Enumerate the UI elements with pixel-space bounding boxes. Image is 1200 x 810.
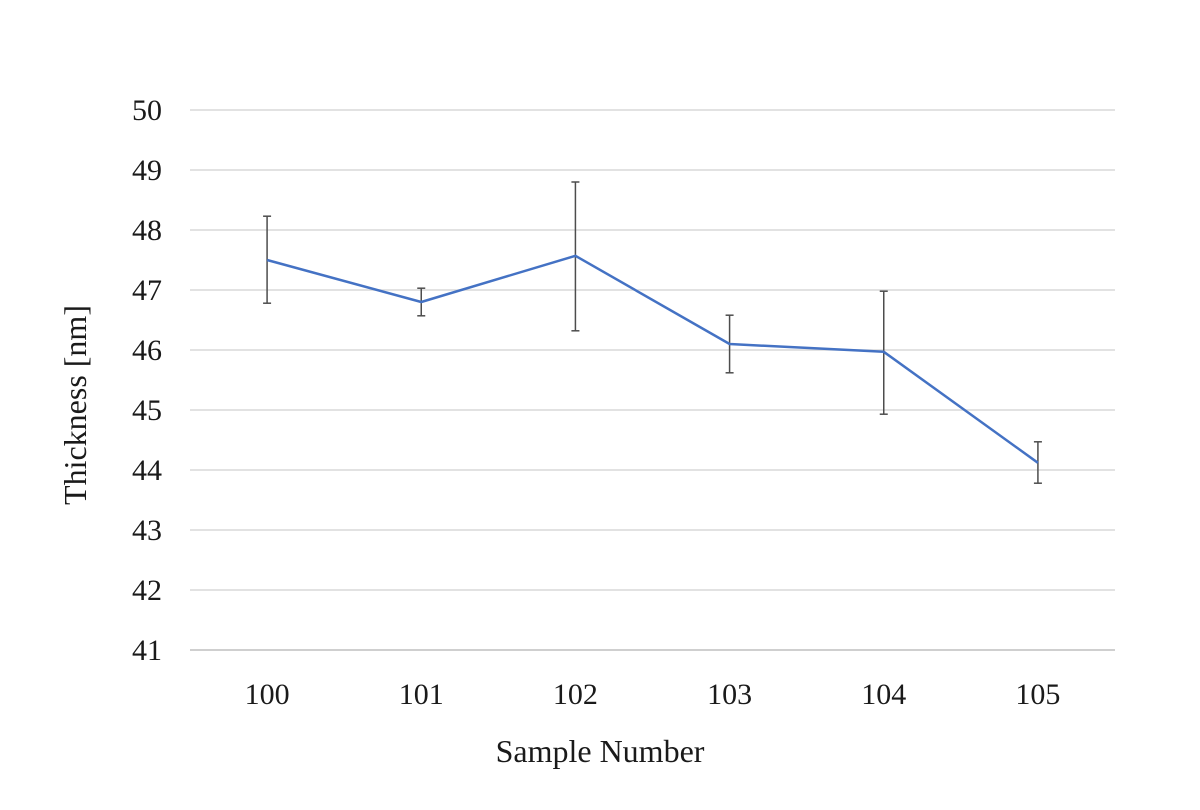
y-tick-label: 48 xyxy=(132,214,162,247)
y-tick-label: 47 xyxy=(132,274,162,307)
error-bars xyxy=(263,181,1042,484)
gridlines xyxy=(190,109,1115,591)
x-tick-label: 105 xyxy=(1015,678,1060,711)
y-tick-label: 50 xyxy=(132,94,162,127)
y-tick-label: 41 xyxy=(132,634,162,667)
y-axis-title: Thickness [nm] xyxy=(57,305,93,505)
y-tick-label: 44 xyxy=(132,454,162,487)
y-tick-label: 45 xyxy=(132,394,162,427)
x-axis-tick-labels: 100 101 102 103 104 105 xyxy=(245,678,1061,711)
y-axis-tick-labels: 41 42 43 44 45 46 47 48 49 50 xyxy=(132,94,162,667)
y-tick-label: 43 xyxy=(132,514,162,547)
x-tick-label: 100 xyxy=(245,678,290,711)
series-line xyxy=(266,254,1039,464)
y-tick-label: 42 xyxy=(132,574,162,607)
error-bar xyxy=(263,215,272,304)
y-tick-label: 49 xyxy=(132,154,162,187)
x-tick-label: 104 xyxy=(861,678,906,711)
x-tick-label: 102 xyxy=(553,678,598,711)
x-tick-label: 103 xyxy=(707,678,752,711)
x-axis-title: Sample Number xyxy=(496,733,705,769)
y-tick-label: 46 xyxy=(132,334,162,367)
x-tick-label: 101 xyxy=(399,678,444,711)
series-lines xyxy=(266,254,1039,464)
